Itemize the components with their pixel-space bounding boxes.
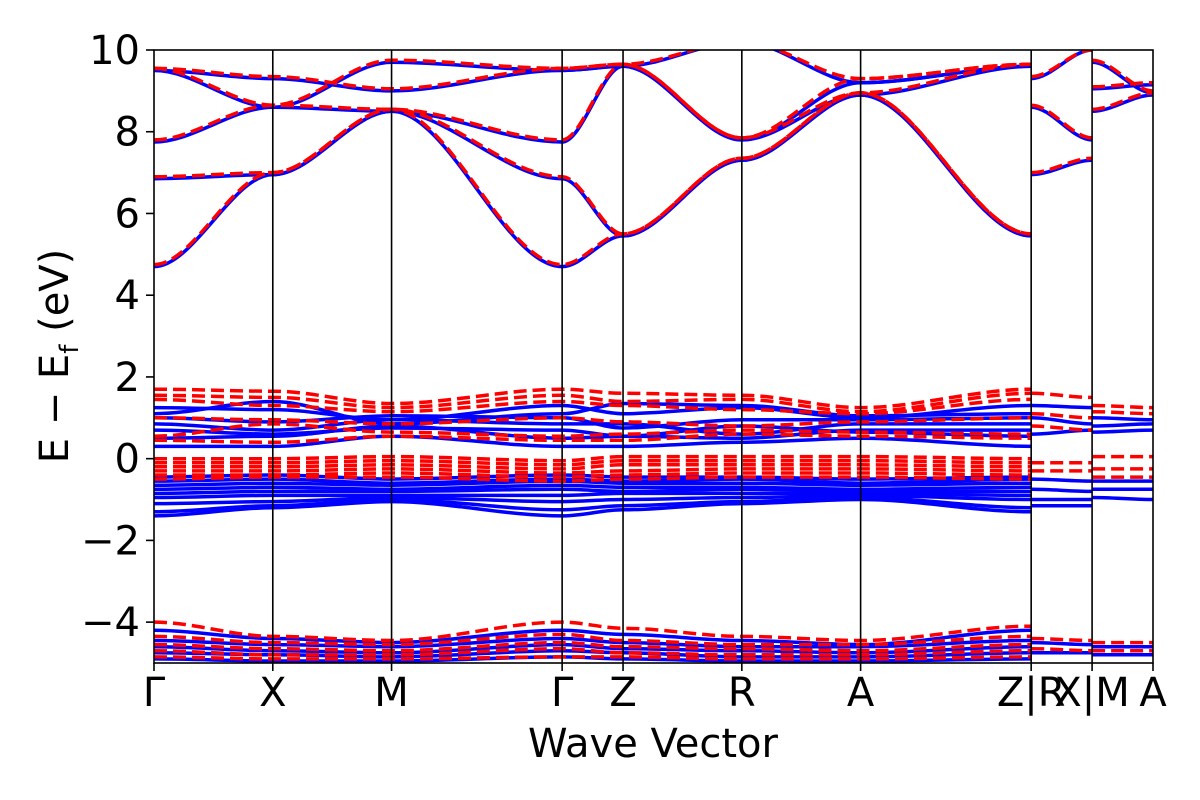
series-2-band-2 [154,91,1032,236]
series-1-band-2 [154,93,1032,238]
series-2-band-19 [1031,411,1093,420]
x-tick-label: Γ [551,670,574,716]
series-2-band-1 [154,91,1032,267]
y-axis-ticks: −4 −2 0 2 4 6 8 10 [81,28,154,646]
y-axis-label-main: E − E [32,354,78,464]
x-tick-label: A [1139,670,1167,716]
series-1-band-9 [1092,93,1153,114]
series-1-band-24 [1092,428,1153,434]
series-2-band-20 [1031,424,1093,432]
series-1-band-6 [1031,158,1093,177]
series-1 [154,50,1153,663]
series-1-band-35 [1031,487,1093,494]
series-1-band-21 [1031,428,1093,436]
band-lines [154,50,1153,663]
y-tick-label: 10 [89,28,140,74]
plot-frame [153,49,1154,664]
series-2-band-18 [1031,391,1093,400]
series-1-band-46 [1031,640,1093,647]
series-1-band-1 [154,93,1032,269]
series-2 [154,50,1153,661]
series-1-band-22 [1092,416,1153,422]
x-tick-label: Z [609,670,636,716]
series-1-band-19 [1031,403,1093,410]
series-2-band-6 [1031,156,1093,175]
x-tick-label: M [374,670,409,716]
series-2-band-38 [154,655,1032,661]
series-2-band-21 [1092,403,1153,410]
x-axis-label: Wave Vector [528,721,779,767]
x-tick-label: X|M [1054,670,1129,716]
x-tick-label: X [259,670,286,716]
x-tick-label: R [728,670,756,716]
series-1-band-34 [1031,477,1093,483]
x-tick-label: Z|R [997,670,1066,716]
series-1-band-10 [1092,82,1153,91]
series-1-band-5 [154,50,1032,109]
y-tick-label: 2 [115,355,140,401]
y-axis-label-sub: f [55,344,85,354]
x-axis-ticks: Γ X M Γ Z R A Z|RX|M A [143,663,1167,716]
y-axis-label: E − Ef (eV) [32,249,85,464]
y-tick-label: 6 [115,191,140,237]
y-tick-label: 4 [115,273,140,319]
y-tick-label: 0 [115,437,140,483]
y-axis-label-unit: (eV) [32,249,78,345]
series-2-band-39 [1031,636,1093,643]
x-tick-label: Γ [143,670,166,716]
high-symmetry-lines [271,50,1093,663]
series-2-band-10 [1092,80,1153,89]
series-2-band-5 [154,50,1032,107]
y-tick-label: 8 [115,110,140,156]
series-2-band-40 [1031,646,1093,653]
series-1-band-20 [1031,416,1093,426]
series-1-band-40 [1092,495,1153,502]
series-1-band-7 [1030,105,1093,142]
series-2-band-22 [1092,409,1153,416]
series-2-band-9 [1092,91,1153,112]
series-1-band-23 [1092,422,1153,428]
y-tick-label: −4 [81,600,140,646]
x-tick-label: A [847,670,875,716]
y-tick-label: −2 [81,518,140,564]
series-2-band-7 [1030,103,1093,140]
series-2-band-11 [1091,58,1153,93]
